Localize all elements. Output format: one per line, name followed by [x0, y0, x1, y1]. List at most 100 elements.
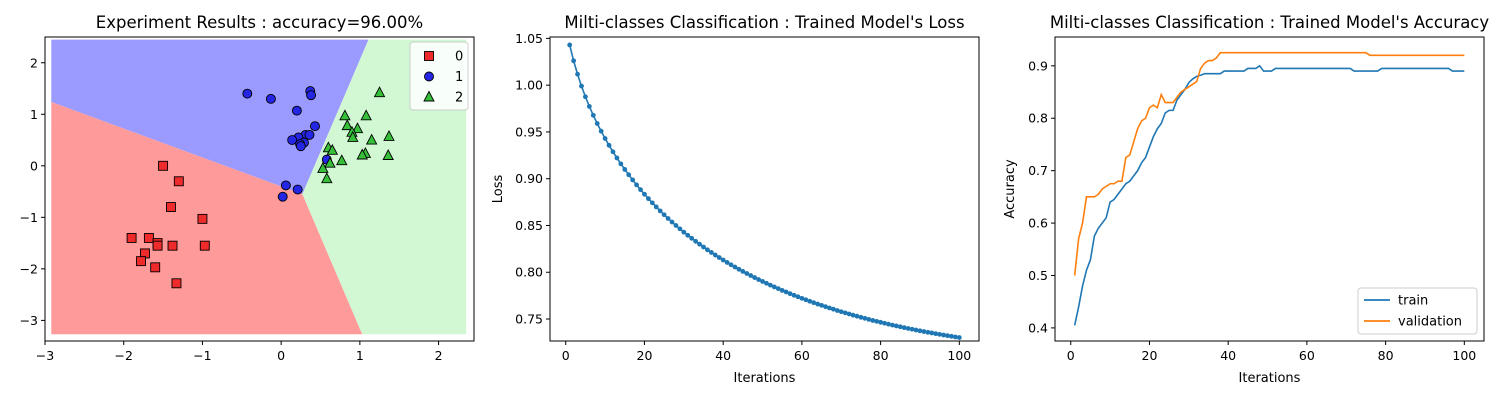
legend-marker-1	[424, 71, 434, 82]
loss-point	[634, 182, 639, 188]
class-1-point	[277, 191, 288, 202]
loss-point	[791, 292, 797, 298]
class-1-point	[291, 105, 302, 116]
x-tick-label: 20	[1142, 348, 1158, 363]
y-tick-label: 1.00	[515, 78, 543, 93]
y-tick-label: 0.80	[515, 265, 543, 280]
class-2-point	[373, 86, 386, 98]
loss-point	[834, 308, 840, 313]
class-2-point	[382, 149, 394, 160]
loss-point	[579, 83, 584, 89]
loss-point	[598, 128, 604, 134]
loss-point	[771, 284, 777, 290]
loss-point	[618, 161, 624, 167]
class-0-point	[171, 278, 182, 289]
class-1-point	[265, 93, 276, 104]
legend-label: train	[1398, 294, 1428, 309]
loss-point	[890, 322, 895, 328]
class-1-point	[295, 141, 306, 152]
loss-point	[838, 309, 844, 315]
loss-point	[807, 298, 813, 304]
x-tick-label: 100	[1452, 348, 1476, 363]
y-tick-label: −1	[20, 210, 38, 225]
class-1-point	[306, 90, 317, 101]
loss-point	[630, 177, 636, 183]
y-tick-label: −2	[20, 261, 38, 276]
class-0-point	[158, 160, 169, 171]
class-2-point	[321, 172, 333, 184]
loss-point	[567, 42, 573, 48]
legend-label: 2	[455, 91, 463, 106]
x-tick-label: 0	[277, 348, 285, 363]
train-series-line	[1073, 64, 1465, 326]
chart-title: Experiment Results : accuracy=96.00%	[96, 13, 423, 32]
loss-point	[708, 250, 714, 255]
loss-point	[571, 58, 577, 64]
y-tick-label: 0.95	[515, 124, 543, 139]
loss-point	[827, 305, 832, 311]
loss-point	[819, 302, 824, 308]
loss-point	[590, 112, 596, 118]
loss-point	[850, 312, 856, 318]
loss-point	[901, 325, 907, 331]
loss-point	[606, 142, 612, 148]
loss-point	[870, 318, 876, 323]
loss-point	[689, 235, 695, 241]
loss-point	[732, 264, 738, 270]
loss-point	[956, 335, 962, 340]
class-1-point	[304, 129, 315, 140]
loss-point	[764, 280, 769, 286]
scatter-frame	[44, 36, 475, 342]
class-1-point	[310, 121, 320, 132]
y-tick-label: 0.90	[515, 171, 543, 186]
y-axis-label: Accuracy	[1003, 159, 1018, 219]
loss-point	[768, 282, 773, 288]
class-0-point	[136, 256, 146, 267]
loss-point	[886, 321, 891, 327]
class-0-point	[167, 240, 178, 251]
loss-point	[803, 297, 809, 303]
class-0-point	[143, 232, 154, 243]
class-2-point	[347, 131, 359, 142]
loss-point	[626, 172, 632, 178]
accuracy-frame	[1054, 36, 1485, 342]
loss-point	[728, 262, 734, 268]
loss-point	[752, 275, 758, 280]
class-0-point	[173, 176, 184, 187]
chart-title: Milti-classes Classification : Trained M…	[564, 13, 964, 32]
loss-point	[905, 326, 911, 331]
region-class-1	[51, 39, 369, 195]
loss-point	[712, 252, 718, 258]
class-0-point	[199, 240, 210, 251]
loss-series-line	[568, 44, 960, 339]
loss-point	[775, 286, 781, 292]
loss-point	[937, 331, 943, 337]
class-1-point	[287, 135, 298, 146]
loss-point	[748, 273, 754, 278]
loss-point	[575, 71, 580, 77]
loss-point	[917, 328, 923, 334]
chart-title: Milti-classes Classification : Trained M…	[1050, 13, 1490, 32]
validation-series-line	[1073, 51, 1465, 276]
loss-point	[673, 223, 679, 228]
y-tick-label: 0.6	[1028, 216, 1048, 231]
y-tick-label: 1	[30, 107, 38, 122]
decision-boundary-panel: Experiment Results : accuracy=96.00% −3 −…	[20, 13, 475, 363]
class-0-point	[197, 213, 208, 224]
x-tick-label: 80	[873, 348, 889, 363]
loss-point	[779, 287, 785, 293]
class-2-point	[341, 119, 354, 131]
loss-point	[893, 323, 899, 329]
loss-point	[854, 313, 860, 319]
loss-point	[614, 155, 620, 161]
x-tick-label: 1	[356, 348, 364, 363]
loss-point	[661, 212, 667, 218]
loss-point	[787, 291, 793, 297]
loss-point	[878, 319, 884, 325]
x-tick-label: 40	[715, 348, 731, 363]
legend-label: 0	[455, 50, 463, 65]
y-tick-label: −3	[20, 313, 38, 328]
loss-point	[929, 330, 935, 336]
loss-point	[842, 310, 848, 316]
class-1-point	[292, 184, 303, 195]
